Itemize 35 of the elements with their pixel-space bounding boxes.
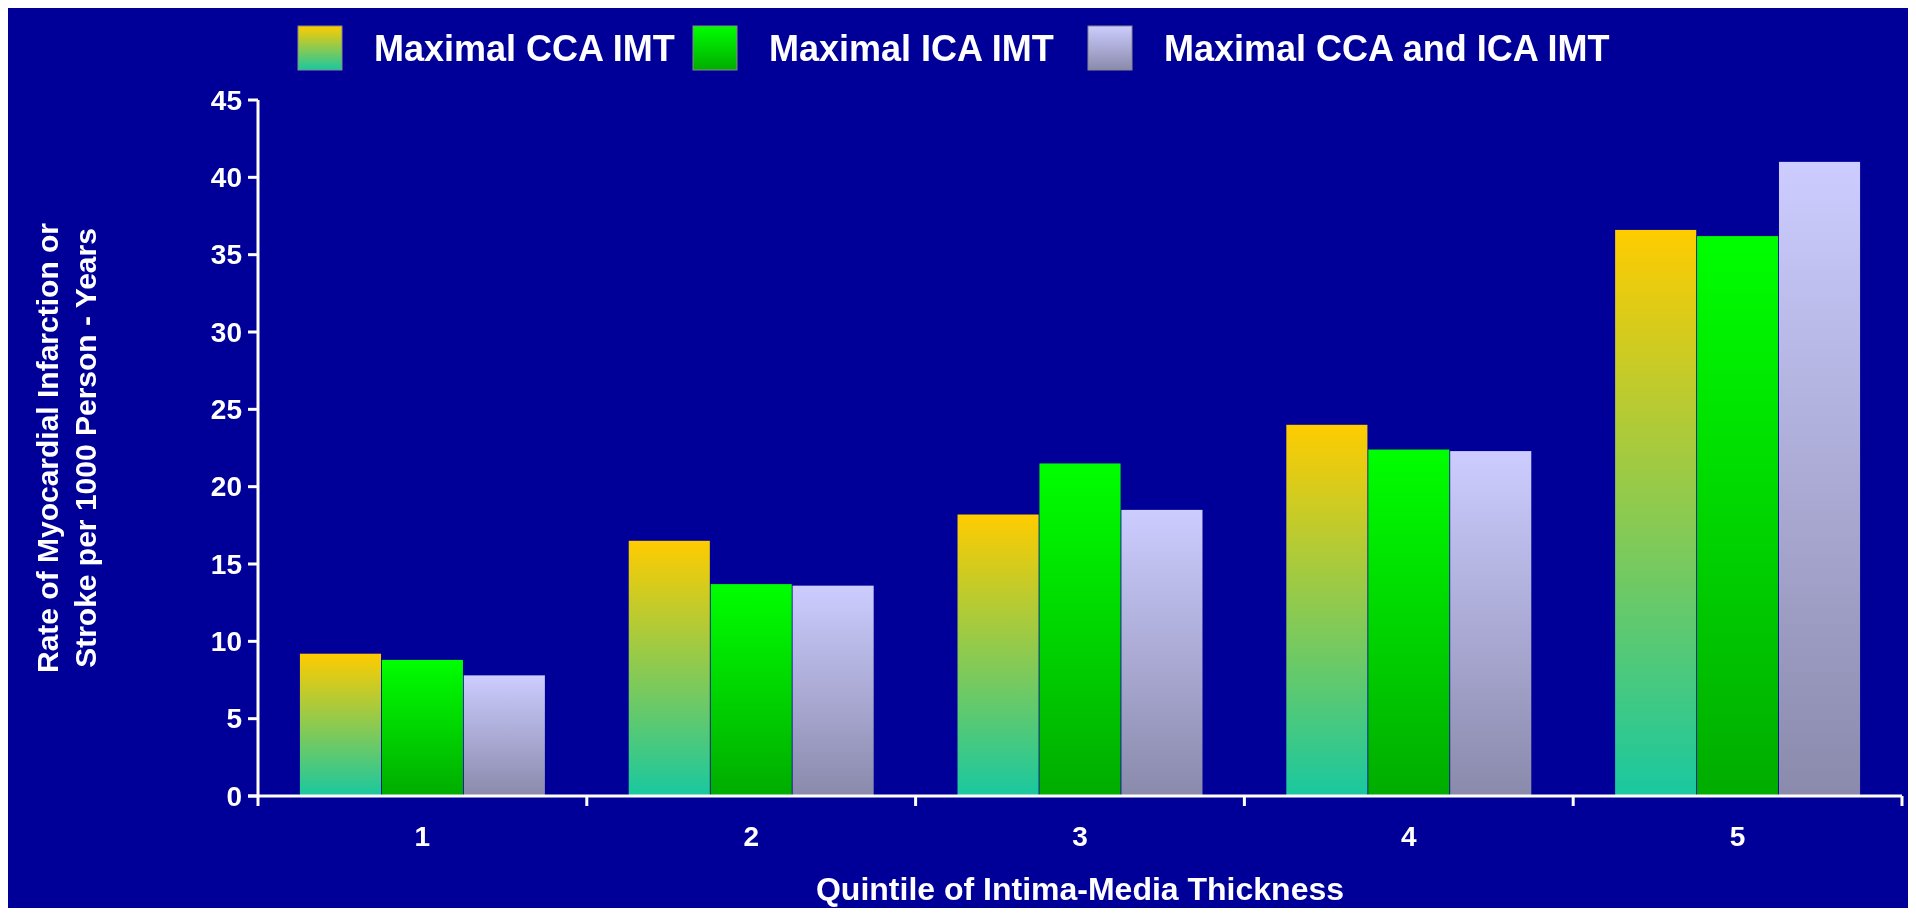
bar <box>957 514 1039 796</box>
x-tick-label: 2 <box>743 821 759 852</box>
x-axis-title: Quintile of Intima-Media Thickness <box>815 871 1345 907</box>
y-tick-label: 10 <box>210 626 242 658</box>
x-tick-label: 3 <box>1072 821 1088 852</box>
bar <box>1286 424 1368 796</box>
y-tick-label: 15 <box>210 548 242 580</box>
y-tick-label: 40 <box>210 162 242 194</box>
y-axis-title: Rate of Myocardial Infarction or Stroke per 1000 Person - Years <box>31 222 102 674</box>
bar <box>628 540 710 796</box>
bar <box>710 584 792 796</box>
bar <box>1121 509 1203 796</box>
x-tick-label: 1 <box>414 821 431 852</box>
bar <box>1697 236 1779 796</box>
bar <box>1615 229 1697 796</box>
legend-label: Maximal ICA IMT <box>769 27 1054 69</box>
y-tick-label: 0 <box>226 780 242 812</box>
y-tick-label: 30 <box>210 316 242 348</box>
y-tick-label: 20 <box>210 471 242 503</box>
y-tick-label: 35 <box>210 239 242 271</box>
bar <box>463 675 545 796</box>
legend-label: Maximal CCA IMT <box>374 27 675 69</box>
bar <box>1450 451 1532 796</box>
x-tick-label: 5 <box>1729 821 1746 852</box>
bar <box>792 585 874 796</box>
x-tick-label: 4 <box>1401 821 1418 852</box>
bar <box>1368 449 1450 796</box>
bar <box>299 653 382 796</box>
y-tick-label: 5 <box>226 703 242 735</box>
y-tick-label: 45 <box>210 84 242 116</box>
y-tick-label: 25 <box>210 394 242 426</box>
bar <box>1039 463 1121 796</box>
legend-label: Maximal CCA and ICA IMT <box>1164 27 1610 69</box>
bar <box>1778 161 1861 796</box>
bar <box>381 659 463 796</box>
